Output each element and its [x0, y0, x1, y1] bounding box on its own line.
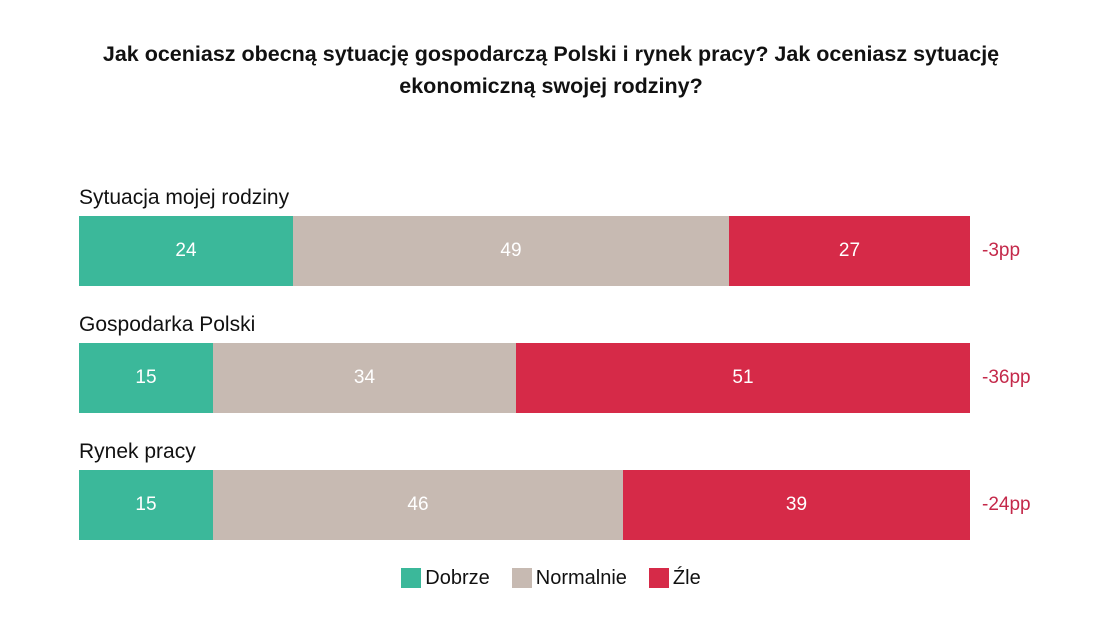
bar-segment-normalnie: 49: [293, 216, 729, 286]
stacked-bar: 24 49 27: [79, 216, 970, 286]
legend-item-dobrze: Dobrze: [401, 566, 490, 590]
category-label: Gospodarka Polski: [79, 313, 256, 336]
legend-item-zle: Źle: [648, 566, 701, 590]
bar-segment-dobrze: 24: [79, 216, 293, 286]
legend-swatch: [401, 568, 422, 588]
bar-segment-zle: 51: [516, 343, 970, 413]
data-label: 27: [838, 240, 861, 261]
data-label: 15: [135, 494, 157, 515]
bar-segment-zle: 39: [623, 470, 970, 540]
stacked-bar: 15 46 39: [79, 470, 970, 540]
bar-segment-normalnie: 34: [213, 343, 516, 413]
chart-title-line-2: ekonomiczną swojej rodziny?: [399, 74, 703, 98]
chart-legend: Dobrze Normalnie Źle: [0, 566, 1102, 590]
net-score-label: -36pp: [982, 367, 1031, 388]
net-score-label: -24pp: [982, 494, 1031, 515]
data-label: 51: [732, 367, 754, 388]
data-label: 34: [353, 367, 376, 388]
legend-label: Źle: [672, 567, 701, 589]
bar-segment-dobrze: 15: [79, 343, 213, 413]
bar-segment-zle: 27: [729, 216, 970, 286]
stacked-bar: 15 34 51: [79, 343, 970, 413]
data-label: 24: [175, 240, 197, 261]
bar-segment-normalnie: 46: [213, 470, 623, 540]
chart-title-line-1: Jak oceniasz obecną sytuację gospodarczą…: [102, 42, 1000, 66]
data-label: 46: [407, 494, 429, 515]
category-label: Rynek pracy: [79, 440, 196, 463]
data-label: 49: [500, 240, 522, 261]
legend-item-normalnie: Normalnie: [511, 566, 627, 590]
net-score-label: -3pp: [982, 240, 1021, 261]
legend-swatch: [511, 568, 532, 588]
data-label: 39: [785, 494, 808, 515]
data-label: 15: [135, 367, 157, 388]
category-label: Sytuacja mojej rodziny: [79, 186, 290, 209]
legend-label: Normalnie: [535, 567, 627, 589]
bar-segment-dobrze: 15: [79, 470, 213, 540]
legend-swatch: [648, 568, 669, 588]
legend-label: Dobrze: [425, 567, 490, 589]
